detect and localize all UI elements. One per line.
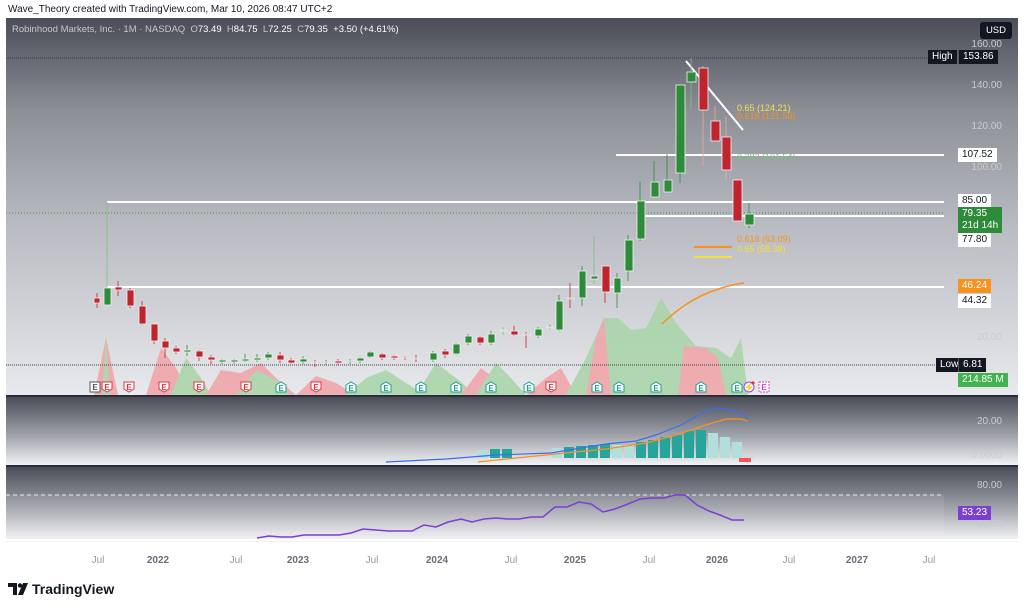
- macd-pane[interactable]: 20.00 0.0000: [6, 397, 1018, 465]
- tradingview-logo[interactable]: TradingView: [8, 581, 114, 597]
- svg-text:E: E: [348, 384, 354, 393]
- level-85-tag: 85.00: [958, 194, 992, 208]
- svg-text:E: E: [92, 383, 98, 392]
- symbol-legend: Robinhood Markets, Inc. · 1M · NASDAQ O7…: [12, 24, 399, 35]
- price-tick: 120.00: [971, 121, 1002, 132]
- macd-tick: 20.00: [976, 416, 1002, 427]
- svg-text:⚡: ⚡: [744, 382, 754, 392]
- chart-credit: Wave_Theory created with TradingView.com…: [8, 4, 333, 15]
- close-value: 79.35: [304, 24, 328, 35]
- svg-text:E: E: [761, 383, 767, 392]
- svg-text:E: E: [594, 384, 600, 393]
- svg-text:E: E: [313, 383, 319, 392]
- pane-separator[interactable]: [6, 465, 1018, 467]
- svg-text:E: E: [196, 383, 202, 392]
- time-tick: 2023: [286, 555, 310, 566]
- time-tick: Jul: [365, 555, 379, 566]
- time-tick: 2027: [845, 555, 869, 566]
- svg-text:E: E: [734, 384, 740, 393]
- time-tick: 2024: [425, 555, 449, 566]
- symbol-name: Robinhood Markets, Inc. · 1M · NASDAQ: [12, 24, 186, 35]
- brand-name: TradingView: [32, 581, 115, 597]
- price-plot: [6, 57, 944, 395]
- fib-label-0618-upper: 0.618 (121.50): [737, 111, 796, 121]
- svg-text:E: E: [616, 384, 622, 393]
- high-label: High: [928, 50, 957, 64]
- time-tick: Jul: [642, 555, 656, 566]
- svg-text:E: E: [453, 384, 459, 393]
- last-price-value: 79.35: [962, 208, 988, 219]
- bar-countdown: 21d 14h: [962, 220, 999, 231]
- time-tick: Jul: [504, 555, 518, 566]
- rsi-plot: [6, 494, 944, 539]
- time-tick: 2025: [563, 555, 587, 566]
- level-107-tag: 107.52: [958, 148, 997, 162]
- rsi-tick: 80.00: [976, 480, 1002, 491]
- tradingview-logo-icon: [8, 583, 28, 595]
- svg-text:E: E: [243, 383, 249, 392]
- level-44-tag: 44.32: [958, 294, 992, 308]
- rsi-tick: 40.00: [976, 519, 1002, 530]
- pane-separator[interactable]: [6, 395, 1018, 397]
- price-tick: 60.00: [976, 244, 1002, 255]
- ema-value-tag: 46.24: [958, 279, 992, 293]
- open-value: 73.49: [197, 24, 222, 35]
- change-value: +3.50 (+4.61%): [333, 24, 399, 35]
- price-tick: 20.00: [976, 332, 1002, 343]
- last-price-tag: 79.35 21d 14h: [958, 207, 1003, 233]
- svg-text:E: E: [488, 384, 494, 393]
- time-axis[interactable]: Jul 2022 Jul 2023 Jul 2024 Jul 2025 Jul …: [6, 541, 1018, 579]
- svg-text:E: E: [126, 383, 132, 392]
- time-tick: Jul: [229, 555, 243, 566]
- high-value-tag: 153.86: [958, 50, 998, 64]
- fib-label-065-upper: 0.65 (124.21): [737, 103, 791, 113]
- svg-text:E: E: [698, 384, 704, 393]
- svg-text:E: E: [104, 383, 110, 392]
- low-value: 72.25: [268, 24, 292, 35]
- time-tick: Jul: [922, 555, 936, 566]
- volume-tag: 214.85 M: [958, 373, 1008, 387]
- svg-text:E: E: [653, 384, 659, 393]
- macd-tick: 0.0000: [971, 450, 1002, 461]
- svg-text:E: E: [526, 384, 532, 393]
- svg-text:E: E: [548, 383, 554, 392]
- fib-label-0382: 0.382 (101.54): [737, 152, 796, 162]
- svg-text:E: E: [161, 383, 167, 392]
- rsi-pane[interactable]: 80.00 40.00 53.23: [6, 467, 1018, 539]
- svg-text:E: E: [278, 384, 284, 393]
- high-value: 84.75: [233, 24, 258, 35]
- time-tick: Jul: [91, 555, 105, 566]
- rsi-value-tag: 53.23: [958, 506, 992, 520]
- svg-text:E: E: [418, 384, 424, 393]
- time-tick: Jul: [782, 555, 796, 566]
- time-tick: 2022: [146, 555, 170, 566]
- currency-button[interactable]: USD: [979, 22, 1012, 39]
- low-value-tag: 6.81: [958, 358, 987, 372]
- price-tick: 140.00: [971, 80, 1002, 91]
- time-tick: 2026: [705, 555, 729, 566]
- fib-label-065-lower: 0.65 (58.38): [737, 244, 786, 254]
- price-tick: 100.00: [971, 162, 1002, 173]
- macd-plot: [385, 407, 754, 463]
- svg-text:E: E: [383, 384, 389, 393]
- fib-label-0618-lower: 0.618 (63.09): [737, 234, 791, 244]
- level-77-tag: 77.80: [958, 233, 992, 247]
- low-label: Low: [936, 358, 963, 372]
- price-tick: 160.00: [971, 39, 1002, 50]
